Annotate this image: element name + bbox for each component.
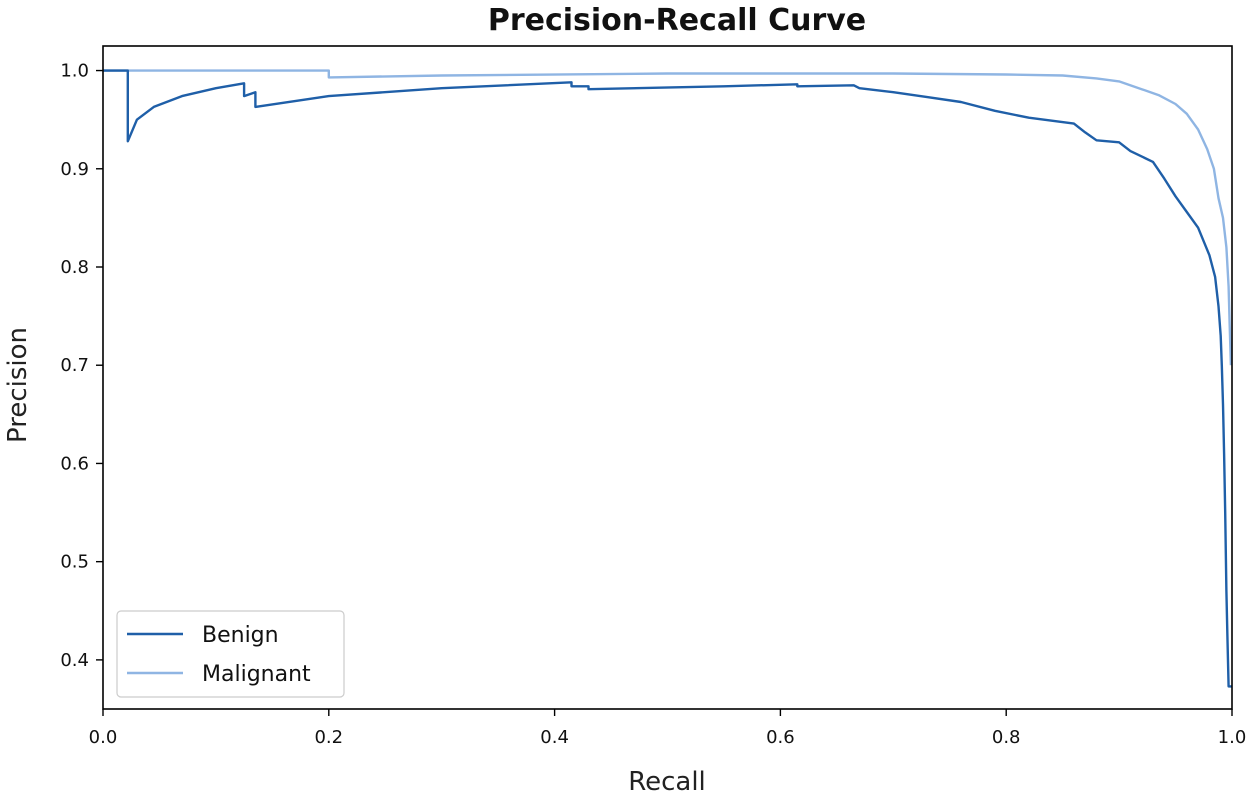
- x-tick-label: 0.4: [540, 727, 569, 748]
- axes-frame: [102, 45, 1233, 710]
- y-axis: 0.4 0.5 0.6 0.7 0.8 0.9 1.0: [60, 61, 103, 671]
- series-line-malignant: [103, 69, 1233, 366]
- x-axis: 0.0 0.2 0.4 0.6 0.8 1.0: [89, 709, 1247, 748]
- series-line-benign: [103, 69, 1232, 688]
- x-tick-label: 0.8: [992, 727, 1021, 748]
- x-tick-label: 1.0: [1218, 727, 1247, 748]
- x-tick-label: 0.6: [766, 727, 795, 748]
- y-tick-label: 0.6: [60, 453, 89, 474]
- legend: Benign Malignant: [116, 610, 345, 698]
- legend-box: [116, 610, 345, 698]
- y-tick-label: 0.9: [60, 159, 89, 180]
- x-axis-label: Recall: [628, 767, 706, 797]
- series-layer: [103, 69, 1233, 688]
- y-tick-label: 0.5: [60, 552, 89, 573]
- y-tick-label: 0.7: [60, 355, 89, 376]
- y-axis-label: Precision: [3, 327, 33, 443]
- y-tick-label: 0.8: [60, 257, 89, 278]
- legend-label-benign: Benign: [202, 623, 279, 648]
- y-tick-label: 1.0: [60, 61, 89, 82]
- plot-area: [102, 45, 1233, 710]
- y-tick-label: 0.4: [60, 650, 89, 671]
- legend-label-malignant: Malignant: [202, 662, 311, 687]
- x-tick-label: 0.0: [89, 727, 118, 748]
- x-tick-label: 0.2: [314, 727, 343, 748]
- chart-title: Precision-Recall Curve: [488, 3, 866, 38]
